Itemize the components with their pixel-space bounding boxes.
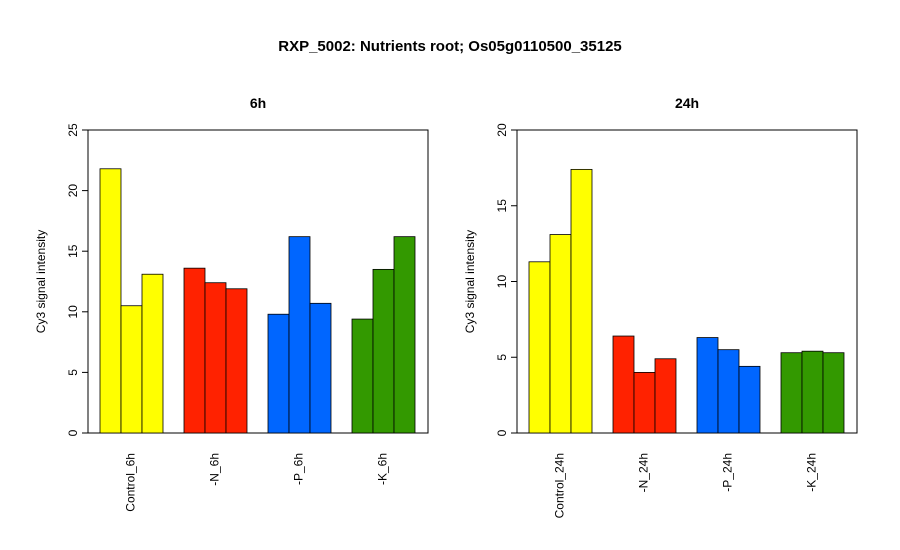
panel-6h-bar-Control_6h-3 xyxy=(141,273,164,434)
panel-24h-bar--K_24h-3 xyxy=(822,352,845,434)
panel-24h-bar--N_24h-1 xyxy=(612,335,635,434)
panel-6h-bar--P_6h-1 xyxy=(267,313,290,434)
panel-24h-bar--K_24h-2 xyxy=(801,350,824,434)
panel-24h-x-tick-label: -K_24h xyxy=(805,453,819,492)
panel-6h-bar--P_6h-3 xyxy=(309,302,332,434)
panel-6h-y-tick-label: 10 xyxy=(66,305,80,319)
panel-6h-bar--K_6h-1 xyxy=(351,318,374,434)
panel-24h-bar--N_24h-2 xyxy=(633,371,656,434)
panel-24h-y-tick-label: 5 xyxy=(495,354,509,361)
panel-24h-x-tick-label: -N_24h xyxy=(637,453,651,492)
panel-6h-y-axis-label: Cy3 signal intensity xyxy=(34,230,48,333)
panel-24h-y-tick-label: 20 xyxy=(495,123,509,137)
panel-6h-bar-Control_6h-2 xyxy=(120,305,143,434)
panel-24h-bar-Control_24h-1 xyxy=(528,261,551,434)
panel-24h-bar-Control_24h-3 xyxy=(570,168,593,434)
panel-24h-bar--P_24h-2 xyxy=(717,349,740,434)
panel-24h-y-tick-label: 15 xyxy=(495,199,509,213)
panel-6h-y-tick-label: 5 xyxy=(66,369,80,376)
panel-6h-title: 6h xyxy=(250,95,266,111)
panel-6h-y-tick-label: 0 xyxy=(66,429,80,436)
panel-24h-bar--P_24h-1 xyxy=(696,337,719,434)
panel-24h-bar--P_24h-3 xyxy=(738,365,761,434)
panel-6h-y-tick-label: 15 xyxy=(66,244,80,258)
panel-24h-y-axis-label: Cy3 signal intensity xyxy=(463,230,477,333)
panel-6h-x-tick-label: -K_6h xyxy=(376,453,390,485)
panel-24h-bar--K_24h-1 xyxy=(780,352,803,434)
panel-6h-bar--P_6h-2 xyxy=(288,236,311,434)
panel-24h-x-tick-label: Control_24h xyxy=(553,453,567,518)
panel-6h-y-tick-label: 25 xyxy=(66,123,80,137)
panel-24h-y-tick-label: 10 xyxy=(495,275,509,289)
panel-24h-y-tick-label: 0 xyxy=(495,429,509,436)
panel-24h-bar-Control_24h-2 xyxy=(549,234,572,434)
panel-6h-bar--N_6h-3 xyxy=(225,288,248,434)
panel-6h-bar--K_6h-3 xyxy=(393,236,416,434)
panel-6h-bar--N_6h-1 xyxy=(183,267,206,434)
panel-6h-bar-Control_6h-1 xyxy=(99,168,122,434)
panel-6h-bar--K_6h-2 xyxy=(372,268,395,434)
panel-24h-title: 24h xyxy=(675,95,699,111)
chart-main-title: RXP_5002: Nutrients root; Os05g0110500_3… xyxy=(278,38,622,55)
panel-6h-y-tick-label: 20 xyxy=(66,184,80,198)
panel-6h-x-tick-label: Control_6h xyxy=(124,453,138,512)
panel-24h-bar--N_24h-3 xyxy=(654,358,677,434)
panel-6h-x-tick-label: -P_6h xyxy=(292,453,306,485)
panel-6h-bar--N_6h-2 xyxy=(204,282,227,434)
panel-6h-x-tick-label: -N_6h xyxy=(208,453,222,486)
panel-24h-x-tick-label: -P_24h xyxy=(721,453,735,492)
